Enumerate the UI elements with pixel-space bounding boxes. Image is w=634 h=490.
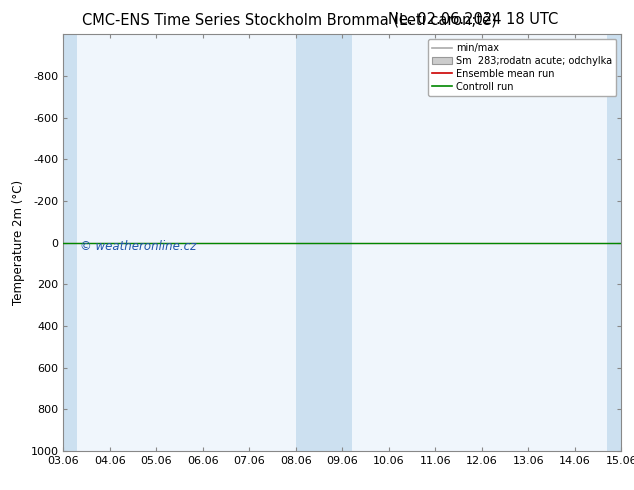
Y-axis label: Temperature 2m (°C): Temperature 2m (°C)	[12, 180, 25, 305]
Text: © weatheronline.cz: © weatheronline.cz	[80, 241, 197, 253]
Legend: min/max, Sm  283;rodatn acute; odchylka, Ensemble mean run, Controll run: min/max, Sm 283;rodatn acute; odchylka, …	[428, 39, 616, 96]
Bar	[296, 34, 352, 451]
Text: Ne. 02.06.2024 18 UTC: Ne. 02.06.2024 18 UTC	[387, 12, 558, 27]
Bar	[607, 34, 634, 451]
Bar	[40, 34, 77, 451]
Text: CMC-ENS Time Series Stockholm Bromma (Leti caron;tě): CMC-ENS Time Series Stockholm Bromma (Le…	[82, 12, 497, 28]
